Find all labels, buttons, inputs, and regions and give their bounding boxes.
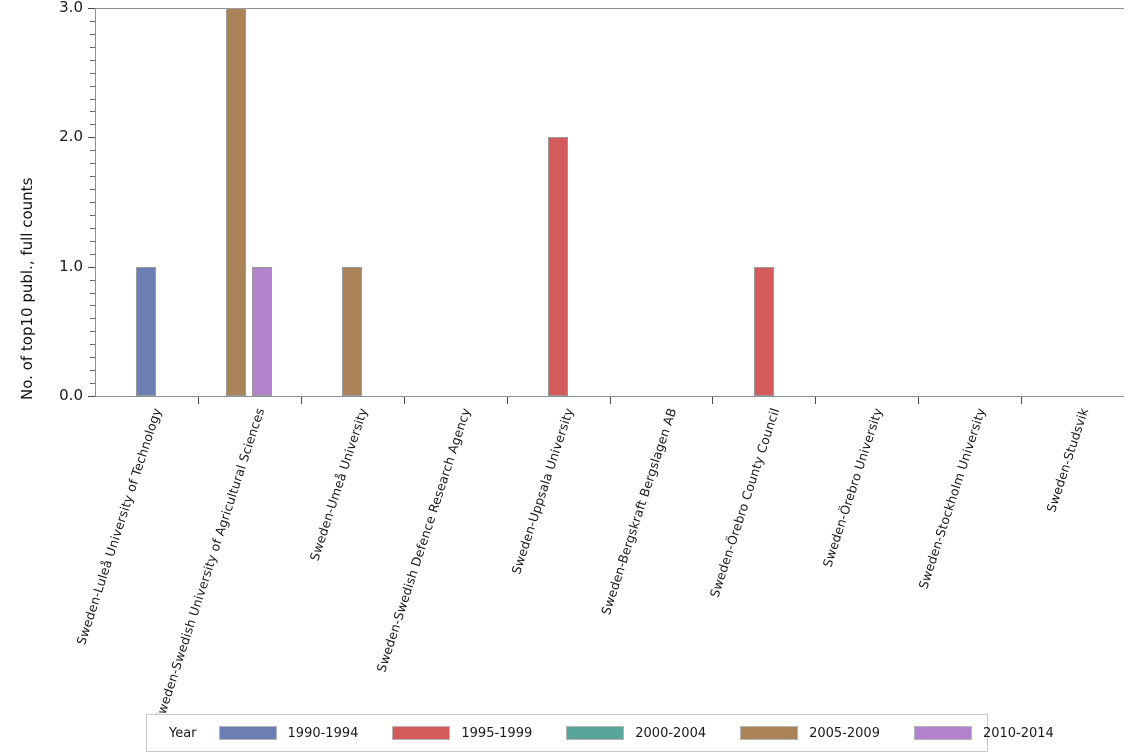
legend-swatch — [740, 726, 799, 740]
x-category-label-text: Sweden-Örebro University — [819, 406, 886, 570]
y-tick-minor — [90, 46, 95, 48]
bar[interactable] — [342, 266, 363, 396]
bar[interactable] — [548, 137, 569, 396]
legend-item[interactable]: 2000-2004 — [566, 726, 706, 741]
legend-item[interactable]: 2005-2009 — [740, 726, 880, 741]
y-tick-minor — [90, 383, 95, 385]
y-tick-major — [88, 266, 95, 268]
y-tick-major — [88, 137, 95, 139]
x-category-label-text: Sweden-Studsvik — [1042, 406, 1091, 515]
y-tick-minor — [90, 227, 95, 229]
y-tick-minor — [90, 163, 95, 165]
legend-title: Year — [169, 725, 197, 741]
x-axis-line — [95, 396, 1124, 397]
x-category-label-text: Sweden-Stockholm University — [915, 406, 988, 591]
y-tick-minor — [90, 331, 95, 333]
y-tick-minor — [90, 202, 95, 203]
legend-item[interactable]: 1990-1994 — [218, 725, 359, 741]
y-tick-minor — [90, 98, 95, 100]
y-tick-minor — [90, 344, 95, 346]
y-tick-label: 0.0 — [59, 386, 83, 404]
bar[interactable] — [252, 266, 273, 396]
x-category-label-text: Sweden-Uppsala University — [508, 406, 577, 576]
y-tick-label: 2.0 — [59, 127, 83, 146]
legend: Year 1990-1994 1995-1999 2000-2004 2005-200… — [146, 714, 1054, 752]
legend-item-label: 1995-1999 — [461, 725, 533, 741]
x-category-label: Sweden-Bergskraft Bergslagen AB — [598, 200, 746, 617]
x-tick — [918, 397, 920, 404]
y-tick-minor — [90, 111, 95, 113]
y-tick-minor — [90, 253, 95, 255]
y-tick-minor — [90, 20, 95, 22]
y-tick-minor — [90, 292, 95, 294]
y-tick-minor — [90, 59, 95, 61]
x-tick — [1021, 397, 1023, 404]
x-category-label-text: Sweden-Swedish Defence Research Agency — [373, 406, 474, 675]
y-tick-label: 1.0 — [59, 256, 83, 275]
legend-item-label: 1990-1994 — [287, 725, 359, 741]
y-tick-minor — [90, 214, 95, 216]
x-tick — [815, 397, 817, 404]
y-tick-minor — [90, 176, 95, 178]
x-category-label: Sweden-Umeå University — [307, 254, 420, 563]
x-category-label: Sweden-Örebro University — [819, 248, 937, 569]
y-tick-label: 3.0 — [59, 0, 83, 16]
y-tick-minor — [90, 279, 95, 281]
x-category-label: Sweden-Stockholm University — [915, 226, 1047, 591]
legend-item-label: 2005-2009 — [809, 725, 880, 741]
y-tick-minor — [90, 72, 95, 74]
legend-items: 1990-1994 1995-1999 2000-2004 2005-2009 2010… — [218, 725, 1088, 741]
x-tick — [506, 397, 508, 404]
legend-swatch — [566, 726, 625, 740]
legend-swatch — [392, 726, 451, 740]
plot-frame-top — [95, 8, 1124, 9]
legend-swatch — [218, 726, 277, 740]
x-category-label-text: Sweden-Swedish University of Agricultura… — [151, 406, 268, 724]
y-tick-minor — [90, 85, 95, 87]
y-axis-title: No. of top10 publ., full counts — [18, 177, 36, 400]
y-tick-minor — [90, 240, 95, 242]
legend-swatch — [913, 726, 972, 740]
legend-item[interactable]: 2010-2014 — [913, 725, 1054, 741]
x-category-label: Sweden-Studsvik — [1043, 303, 1125, 514]
legend-item-label: 2000-2004 — [635, 725, 707, 741]
x-tick — [300, 397, 302, 404]
legend-item-label: 2010-2014 — [982, 725, 1054, 741]
y-tick-minor — [90, 357, 95, 359]
bar[interactable] — [136, 266, 157, 396]
x-tick — [609, 397, 611, 404]
x-category-label: Sweden-Örebro County Council — [707, 217, 844, 599]
bar[interactable] — [753, 266, 774, 396]
x-tick — [712, 397, 714, 404]
y-tick-minor — [90, 189, 95, 191]
bar[interactable] — [226, 8, 247, 396]
x-category-label-text: Sweden-Luleå University of Technology — [73, 406, 165, 647]
x-tick — [197, 397, 199, 404]
x-category-label-text: Sweden-Umeå University — [306, 406, 371, 563]
y-tick-minor — [90, 33, 95, 35]
x-category-label-text: Sweden-Bergskraft Bergslagen AB — [597, 406, 680, 617]
x-category-label: Sweden-Swedish Defence Research Agency — [374, 143, 559, 674]
x-category-label: Sweden-Uppsala University — [508, 241, 630, 576]
y-tick-minor — [90, 370, 95, 372]
y-axis-line — [95, 8, 96, 397]
y-tick-minor — [90, 318, 95, 320]
y-tick-minor — [90, 124, 95, 126]
y-tick-major — [88, 396, 95, 397]
y-tick-minor — [90, 150, 95, 152]
legend-item[interactable]: 1995-1999 — [392, 726, 532, 741]
x-tick — [403, 397, 405, 404]
y-tick-minor — [90, 305, 95, 307]
y-tick-major — [88, 8, 95, 9]
x-category-label-text: Sweden-Örebro County Council — [706, 406, 783, 600]
